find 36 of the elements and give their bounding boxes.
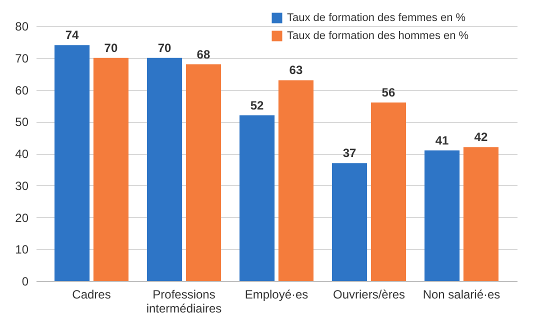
x-tick-label: Ouvriers/ères xyxy=(332,288,406,302)
bar xyxy=(54,45,90,281)
x-tick-label: Employé·es xyxy=(244,288,308,302)
bar xyxy=(424,150,460,281)
data-label: 68 xyxy=(196,47,210,62)
y-tick-label: 10 xyxy=(15,242,29,257)
data-label: 37 xyxy=(342,146,357,160)
bar xyxy=(332,163,368,281)
bar xyxy=(278,80,314,281)
data-label: 70 xyxy=(104,40,118,55)
data-label: 56 xyxy=(382,86,396,100)
data-label: 63 xyxy=(289,63,303,78)
y-tick-label: 30 xyxy=(15,178,29,193)
data-label: 42 xyxy=(474,130,488,144)
y-tick-label: 20 xyxy=(15,210,29,225)
bar xyxy=(370,102,406,281)
y-tick-label: 70 xyxy=(15,51,29,66)
y-tick-label: 40 xyxy=(15,147,29,161)
x-tick-label: Non salarié·es xyxy=(422,288,500,302)
x-tick-label: Cadres xyxy=(72,288,111,302)
data-label: 74 xyxy=(65,28,80,42)
y-tick-label: 60 xyxy=(15,83,29,98)
y-tick-label: 0 xyxy=(22,274,29,288)
bar xyxy=(147,58,182,281)
legend-label: Taux de formation des hommes en % xyxy=(287,30,469,42)
legend-label: Taux de formation des femmes en % xyxy=(287,12,466,24)
data-label: 52 xyxy=(250,98,264,112)
x-tick-label: Professions intermédiaires xyxy=(146,288,222,316)
bar xyxy=(240,115,275,281)
data-label: 70 xyxy=(158,40,172,55)
bar xyxy=(93,58,128,281)
data-label: 41 xyxy=(435,133,450,148)
y-tick-label: 50 xyxy=(15,115,29,130)
bar xyxy=(186,64,221,281)
bar xyxy=(463,147,498,281)
y-tick-label: 80 xyxy=(15,20,29,34)
